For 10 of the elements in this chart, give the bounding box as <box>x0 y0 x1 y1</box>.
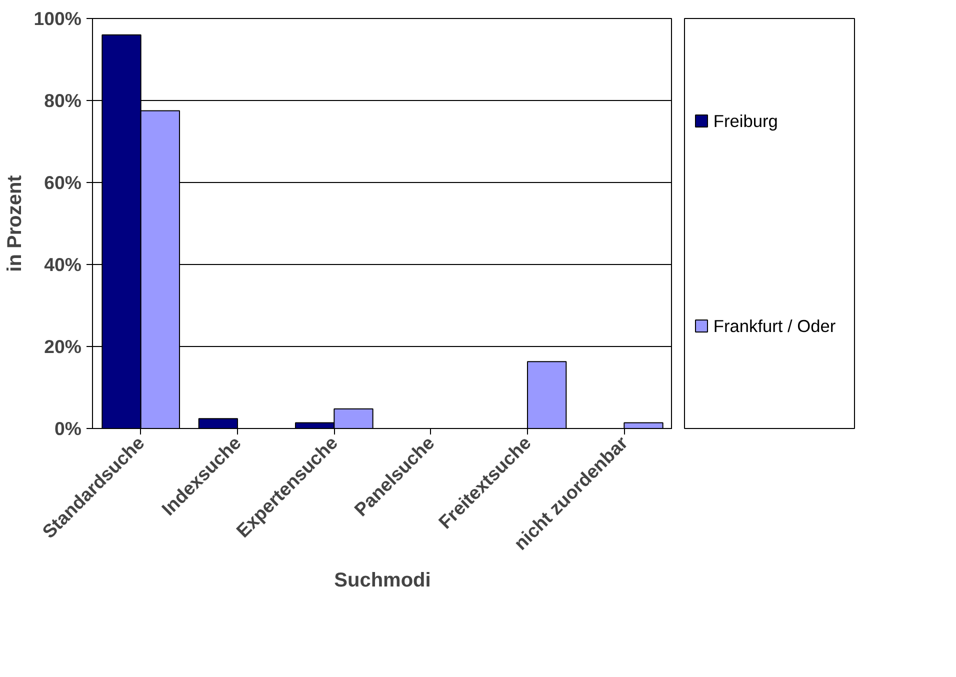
x-axis-title: Suchmodi <box>334 569 431 592</box>
y-tick-label: 40% <box>44 254 82 275</box>
legend-label: Frankfurt / Oder <box>713 316 836 336</box>
y-axis-title: in Prozent <box>4 174 26 272</box>
y-tick-label: 20% <box>44 336 82 357</box>
y-tick-label: 60% <box>44 172 82 193</box>
y-tick-label: 0% <box>54 418 82 439</box>
y-tick-label: 100% <box>34 8 82 29</box>
y-tick-label: 80% <box>44 90 82 111</box>
legend-label: Freiburg <box>713 111 778 131</box>
